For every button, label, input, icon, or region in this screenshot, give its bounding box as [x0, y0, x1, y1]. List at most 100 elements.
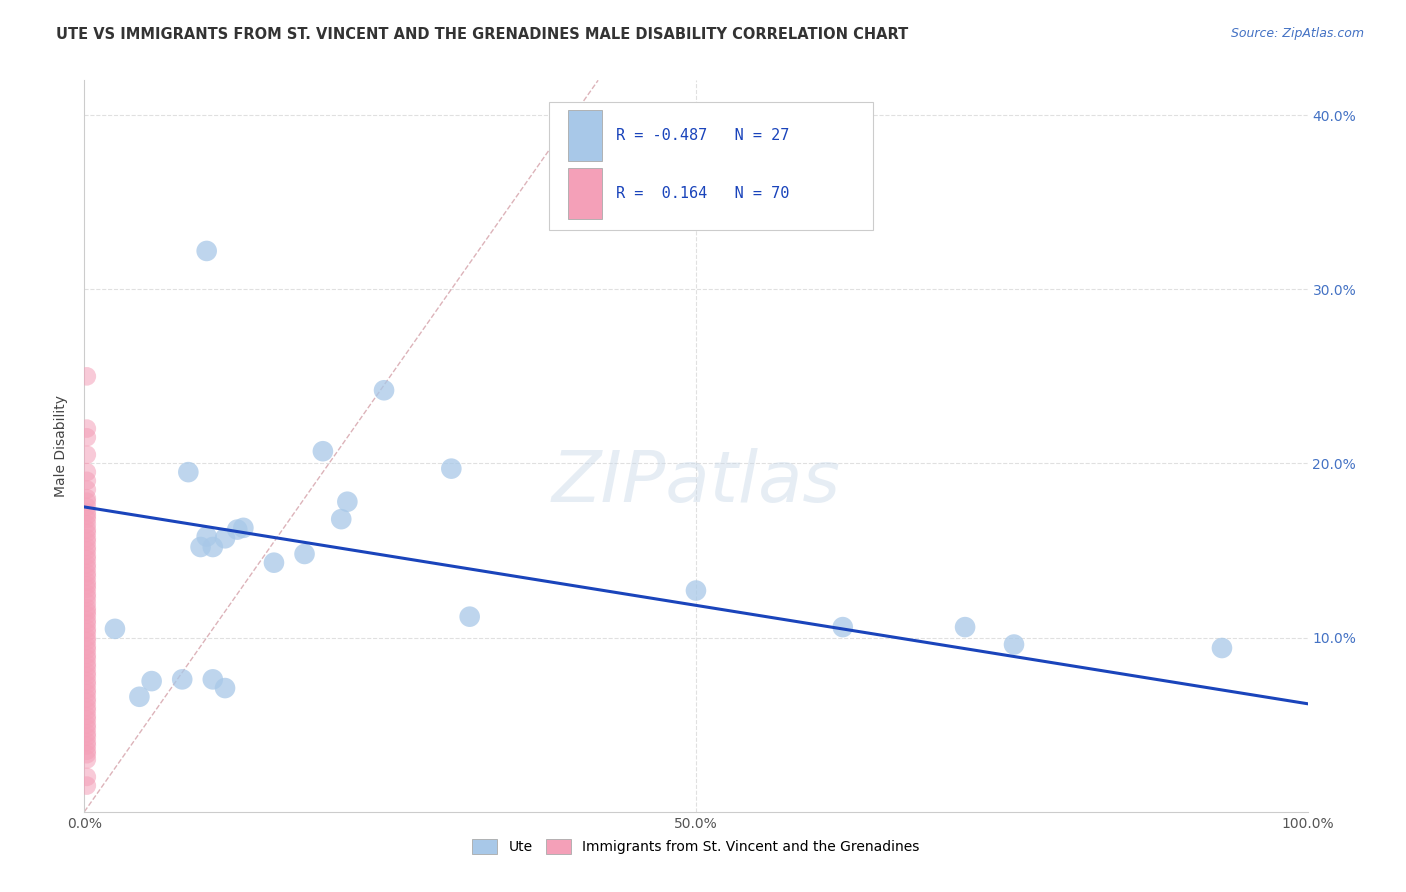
Point: [76, 642, 98, 657]
Bar: [568, 110, 602, 161]
Point: [76, 631, 98, 645]
Point: [76, 526, 98, 541]
Point: [76, 730, 98, 744]
Point: [76, 566, 98, 581]
Point: [76, 704, 98, 718]
Point: [76, 448, 98, 462]
Point: [76, 686, 98, 700]
Point: [76, 512, 98, 526]
Point: [76, 574, 98, 589]
Point: [76, 531, 98, 545]
Point: [76, 587, 98, 601]
Point: [76, 660, 98, 674]
Point: [76, 582, 98, 596]
Point: [76, 648, 98, 662]
Legend: Ute, Immigrants from St. Vincent and the Grenadines: Ute, Immigrants from St. Vincent and the…: [467, 834, 925, 860]
Point: [128, 690, 150, 704]
Point: [177, 465, 200, 479]
Point: [76, 691, 98, 706]
Point: [76, 613, 98, 627]
Point: [76, 682, 98, 697]
Text: UTE VS IMMIGRANTS FROM ST. VINCENT AND THE GRENADINES MALE DISABILITY CORRELATIO: UTE VS IMMIGRANTS FROM ST. VINCENT AND T…: [56, 27, 908, 42]
Point: [201, 673, 224, 687]
Point: [76, 561, 98, 575]
Point: [76, 770, 98, 784]
Point: [76, 669, 98, 683]
Point: [458, 609, 481, 624]
Point: [76, 534, 98, 549]
Point: [76, 523, 98, 537]
Point: [195, 530, 218, 544]
Point: [76, 713, 98, 727]
Point: [76, 421, 98, 435]
Point: [76, 483, 98, 497]
Point: [76, 735, 98, 749]
Point: [104, 622, 127, 636]
Point: [294, 547, 316, 561]
Point: [76, 369, 98, 384]
Point: [1211, 640, 1233, 655]
Y-axis label: Male Disability: Male Disability: [55, 395, 69, 497]
Point: [76, 596, 98, 610]
Point: [312, 444, 335, 458]
Text: ZIPatlas: ZIPatlas: [551, 448, 841, 517]
Point: [76, 634, 98, 648]
Point: [76, 709, 98, 723]
Point: [76, 721, 98, 735]
Point: [141, 674, 163, 689]
Point: [440, 461, 463, 475]
Point: [76, 552, 98, 566]
Point: [76, 607, 98, 622]
Point: [76, 543, 98, 558]
Point: [201, 540, 224, 554]
Point: [76, 726, 98, 740]
Point: [76, 601, 98, 615]
Point: [214, 681, 236, 695]
Point: [76, 674, 98, 689]
Point: [1002, 638, 1025, 652]
Point: [76, 430, 98, 444]
Point: [190, 540, 212, 554]
Point: [195, 244, 218, 258]
Point: [76, 465, 98, 479]
Point: [76, 500, 98, 514]
Text: R = -0.487   N = 27: R = -0.487 N = 27: [616, 128, 790, 143]
Point: [76, 508, 98, 523]
Point: [76, 494, 98, 508]
Text: R =  0.164   N = 70: R = 0.164 N = 70: [616, 186, 790, 202]
Point: [953, 620, 976, 634]
Point: [76, 739, 98, 753]
Point: [76, 651, 98, 665]
Bar: [568, 168, 602, 219]
Point: [76, 540, 98, 554]
Point: [76, 700, 98, 714]
Point: [336, 494, 359, 508]
Point: [76, 578, 98, 592]
Point: [76, 640, 98, 654]
Point: [76, 604, 98, 618]
Point: [76, 747, 98, 762]
Point: [76, 752, 98, 766]
Point: [76, 695, 98, 709]
Point: [76, 491, 98, 506]
Point: [76, 616, 98, 631]
Point: [232, 521, 254, 535]
Point: [76, 558, 98, 572]
Point: [76, 591, 98, 605]
Point: [76, 779, 98, 793]
FancyBboxPatch shape: [550, 103, 873, 230]
Point: [76, 717, 98, 731]
Point: [76, 657, 98, 671]
Point: [76, 505, 98, 519]
Point: [76, 665, 98, 680]
Point: [76, 474, 98, 488]
Point: [76, 677, 98, 691]
Point: [76, 622, 98, 636]
Point: [76, 625, 98, 640]
Point: [685, 583, 707, 598]
Point: [330, 512, 353, 526]
Point: [263, 556, 285, 570]
Point: [172, 673, 194, 687]
Text: Source: ZipAtlas.com: Source: ZipAtlas.com: [1230, 27, 1364, 40]
Point: [373, 384, 395, 398]
